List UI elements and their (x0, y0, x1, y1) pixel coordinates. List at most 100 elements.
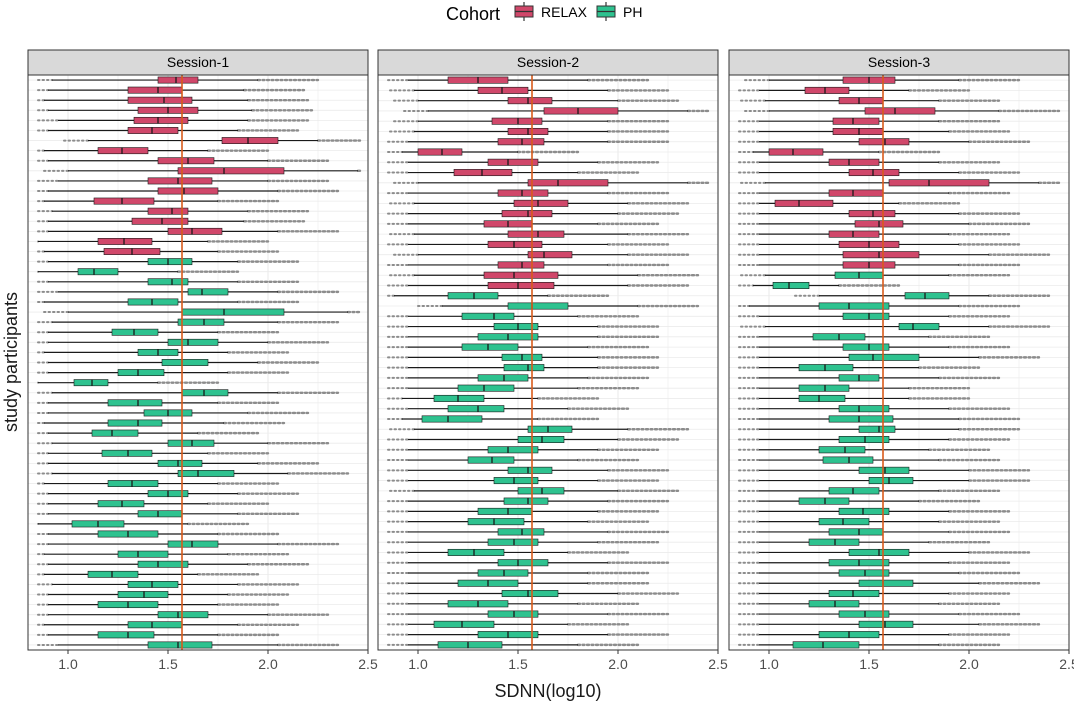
box-ph (167, 540, 219, 548)
panel-session-2: Session-2 1.0 1.5 2.0 2.5 (377, 49, 728, 672)
legend-key-relax (514, 2, 534, 21)
box-ph (107, 399, 163, 407)
box-ph (503, 364, 545, 372)
box-relax (513, 199, 569, 207)
box-ph (421, 415, 483, 423)
box-ph (838, 405, 890, 413)
box-ph (161, 359, 209, 366)
box-ph (137, 510, 183, 518)
legend-label-ph: PH (623, 4, 642, 20)
panel-session-1: Session-1 1.0 1.5 2.0 2.5 (27, 49, 378, 672)
box-ph (868, 477, 914, 485)
box-ph (497, 559, 549, 567)
box-relax (127, 96, 193, 104)
box-ph (493, 323, 539, 331)
x-tick-label: 2.0 (608, 656, 628, 672)
box-relax (453, 169, 513, 177)
box-ph (167, 439, 215, 447)
plot-border-session-1 (27, 74, 369, 651)
box-ph (127, 298, 179, 306)
box-ph (507, 466, 553, 474)
box-relax (487, 240, 543, 248)
box-relax (838, 97, 884, 105)
box-ph (493, 477, 539, 485)
box-relax (858, 138, 910, 146)
box-ph (117, 369, 165, 377)
box-relax (497, 138, 545, 146)
boxes-session-1 (37, 76, 362, 649)
box-relax (167, 227, 223, 235)
box-ph (73, 379, 109, 387)
box-ph (838, 507, 890, 515)
box-relax (93, 197, 155, 205)
box-relax (221, 137, 279, 144)
x-tick-label: 2.0 (959, 656, 979, 672)
strip-session-2 (377, 49, 719, 76)
plot-background-session-3 (729, 75, 1069, 650)
box-relax (147, 207, 189, 215)
panel-session-3: Session-3 1.0 1.5 2.0 2.5 (728, 49, 1074, 672)
box-relax (832, 127, 884, 135)
x-tick-label: 2.5 (358, 656, 378, 672)
box-relax (97, 147, 149, 155)
x-axis-session-1: 1.0 1.5 2.0 2.5 (58, 650, 378, 672)
box-relax (828, 189, 884, 197)
box-ph (858, 579, 914, 587)
box-ph (818, 446, 866, 454)
box-ph (497, 528, 545, 536)
box-relax (491, 117, 543, 125)
box-relax (848, 210, 896, 218)
box-ph (798, 394, 846, 402)
x-tick-label: 1.0 (408, 656, 428, 672)
plot-border-session-3 (728, 74, 1070, 651)
box-relax (848, 169, 900, 177)
legend-label-relax: RELAX (541, 4, 588, 20)
box-ph (187, 288, 229, 296)
box-ph (137, 560, 189, 568)
box-ph (457, 384, 515, 392)
box-ph (487, 610, 539, 618)
box-relax (157, 187, 219, 195)
box-ph (828, 487, 880, 495)
box-relax (487, 158, 539, 166)
box-relax (487, 282, 555, 289)
box-ph (437, 641, 503, 649)
box-ph (181, 389, 229, 397)
box-ph (838, 436, 890, 443)
box-relax (804, 86, 850, 94)
x-tick-label: 1.5 (859, 656, 879, 672)
box-ph (107, 480, 159, 487)
box-ph (527, 425, 573, 433)
box-ph (858, 620, 914, 628)
box-ph (433, 394, 485, 402)
box-ph (467, 456, 515, 464)
x-tick-label: 2.0 (258, 656, 278, 672)
box-ph (858, 425, 896, 433)
box-ph (838, 569, 890, 577)
box-ph (848, 353, 920, 361)
x-axis-session-3: 1.0 1.5 2.0 2.5 (759, 650, 1074, 672)
box-ph (507, 302, 569, 310)
legend: Cohort RELAX PH (446, 2, 642, 24)
x-axis-title: SDNN(log10) (494, 681, 601, 701)
box-ph (447, 292, 499, 300)
box-relax (768, 148, 824, 156)
box-relax (127, 127, 179, 134)
box-relax (507, 97, 553, 105)
box-ph (147, 278, 189, 286)
box-ph (461, 343, 519, 351)
box-ph (467, 518, 525, 526)
strip-label-session-2: Session-2 (517, 54, 579, 70)
box-ph (828, 528, 884, 536)
box-ph (477, 569, 529, 577)
box-relax (497, 189, 549, 197)
box-ph (858, 466, 910, 474)
box-ph (792, 641, 860, 649)
strip-label-session-1: Session-1 (167, 54, 229, 70)
box-ph (828, 590, 880, 598)
x-tick-label: 2.5 (708, 656, 728, 672)
box-ph (157, 459, 203, 467)
box-ph (517, 487, 565, 495)
box-relax (864, 107, 936, 115)
box-ph (842, 312, 890, 320)
